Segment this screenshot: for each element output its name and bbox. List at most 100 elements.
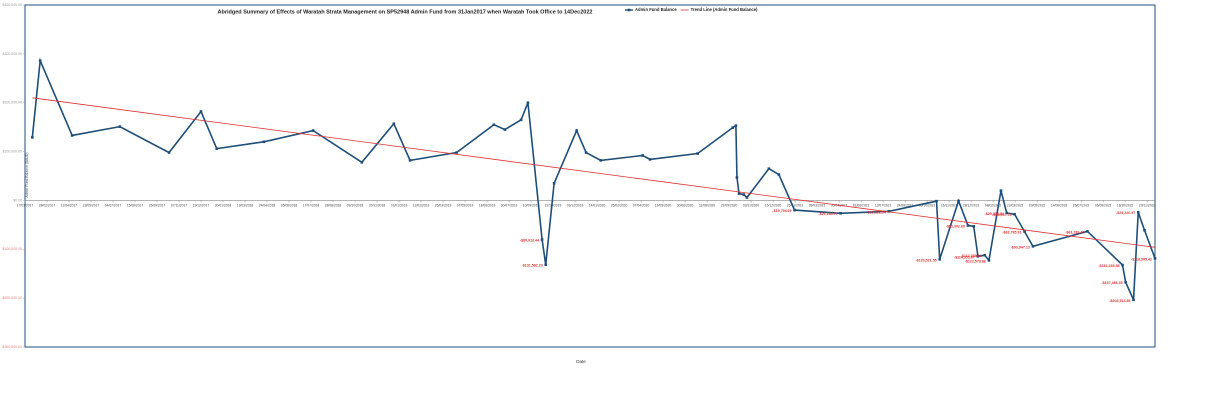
- data-point: [987, 259, 991, 262]
- x-tick-label: 26/03/2019: [435, 203, 452, 207]
- data-point: [215, 147, 219, 150]
- data-point: [999, 189, 1003, 192]
- data-label: -$112,088.12: [961, 254, 982, 258]
- data-label: -$63,289.45: [1065, 230, 1084, 234]
- y-tick-label: $300,000.00: [3, 52, 23, 56]
- data-point: [1132, 298, 1135, 302]
- x-tick-label: 09/03/2021: [809, 203, 826, 207]
- x-tick-label: 03/05/2022: [1029, 203, 1046, 207]
- data-point: [793, 208, 796, 212]
- y-axis-label: Admin Fund Balance ($AUD): [25, 152, 29, 197]
- data-point: [544, 263, 548, 267]
- x-tick-label: 25/02/2020: [611, 203, 628, 207]
- data-label: -$203,514.85: [1109, 299, 1130, 303]
- data-label: -$24,220.57: [1116, 211, 1135, 215]
- data-point: [167, 151, 171, 154]
- data-point: [1153, 257, 1157, 260]
- x-tick-label: 28/12/2021: [963, 203, 980, 207]
- data-point: [957, 199, 960, 203]
- data-label: -$51,302.60: [946, 224, 965, 228]
- x-tick-label: 26/01/2021: [787, 203, 804, 207]
- x-tick-label: 24/04/2018: [259, 203, 276, 207]
- legend-marker: [627, 8, 631, 12]
- x-tick-label: 29/11/2022: [1139, 203, 1155, 207]
- data-point: [1143, 228, 1146, 232]
- data-point: [767, 167, 771, 170]
- x-tick-label: 11/08/2020: [699, 203, 715, 207]
- data-point: [972, 225, 976, 228]
- data-point: [777, 173, 781, 176]
- data-point: [360, 161, 364, 164]
- data-point: [976, 254, 980, 258]
- legend-label: Trend Line (Admin Fund Balance): [691, 7, 758, 12]
- data-point: [599, 159, 603, 162]
- x-tick-label: 22/09/2020: [721, 203, 738, 207]
- data-label: -$120,521.55: [915, 258, 936, 262]
- data-label: -$80,013.44: [520, 238, 539, 242]
- data-point: [1121, 263, 1124, 267]
- x-tick-label: 30/01/2018: [215, 203, 232, 207]
- y-tick-label: $0.00: [13, 198, 22, 202]
- y-tick-label: -$200,000.00: [1, 296, 22, 300]
- data-point: [311, 129, 315, 132]
- data-point: [742, 193, 746, 196]
- data-point: [455, 151, 458, 154]
- data-point: [745, 196, 749, 199]
- data-point: [983, 253, 987, 257]
- data-point: [199, 110, 203, 113]
- data-point: [38, 59, 42, 62]
- data-point: [70, 134, 74, 137]
- data-point: [584, 151, 588, 154]
- data-label: -$118,595.42: [1131, 257, 1152, 261]
- data-point: [1086, 230, 1089, 233]
- data-point: [648, 158, 652, 161]
- data-point: [492, 123, 496, 126]
- data-point: [519, 118, 523, 122]
- data-label: -$26,284.77: [818, 212, 837, 216]
- data-point: [1023, 230, 1026, 233]
- x-tick-label: 17/07/2018: [303, 203, 320, 207]
- data-point: [935, 199, 938, 203]
- data-label: -$114,353.87: [954, 255, 975, 259]
- x-tick-label: 01/01/2019: [391, 203, 408, 207]
- data-label: -$25,837.84: [985, 212, 1004, 216]
- x-tick-label: 20/11/2018: [369, 203, 385, 207]
- data-label: -$63,785.91: [1002, 231, 1021, 235]
- data-label: -$22,322.54: [867, 210, 886, 214]
- x-tick-label: 16/11/2021: [941, 203, 957, 207]
- data-point: [408, 159, 412, 162]
- data-point: [503, 128, 507, 131]
- x-tick-label: 04/07/2017: [105, 203, 122, 207]
- x-tick-label: 30/06/2020: [677, 203, 694, 207]
- data-point: [641, 154, 644, 157]
- x-tick-label: 15/12/2020: [765, 203, 782, 207]
- data-point: [526, 101, 530, 105]
- data-point: [1124, 280, 1127, 284]
- x-tick-label: 30/07/2019: [501, 203, 518, 207]
- data-point: [540, 238, 544, 241]
- data-point: [392, 122, 396, 126]
- x-tick-label: 07/04/2020: [633, 203, 650, 207]
- data-point: [696, 152, 699, 155]
- x-tick-label: 06/09/2022: [1095, 203, 1112, 207]
- y-tick-label: $200,000.00: [3, 101, 23, 105]
- data-point: [731, 126, 735, 129]
- y-tick-label: $400,000.00: [3, 3, 23, 7]
- x-tick-label: 28/02/2017: [39, 203, 56, 207]
- data-label: -$93,947.13: [1011, 245, 1030, 249]
- data-point: [118, 125, 122, 128]
- x-tick-label: 12/02/2019: [413, 203, 430, 207]
- data-point: [966, 224, 970, 227]
- x-tick-label: 22/03/2022: [1007, 203, 1024, 207]
- x-tick-label: 05/10/2021: [919, 203, 936, 207]
- data-label: -$28,267.74: [992, 213, 1011, 217]
- data-point: [552, 182, 556, 185]
- x-tick-label: 23/05/2017: [83, 203, 100, 207]
- data-point: [887, 210, 891, 213]
- x-tick-label: 01/06/2021: [853, 203, 870, 207]
- x-tick-label: 13/03/2018: [237, 203, 254, 207]
- data-point: [1031, 245, 1035, 248]
- data-point: [575, 129, 578, 132]
- x-tick-label: 03/12/2019: [567, 203, 584, 207]
